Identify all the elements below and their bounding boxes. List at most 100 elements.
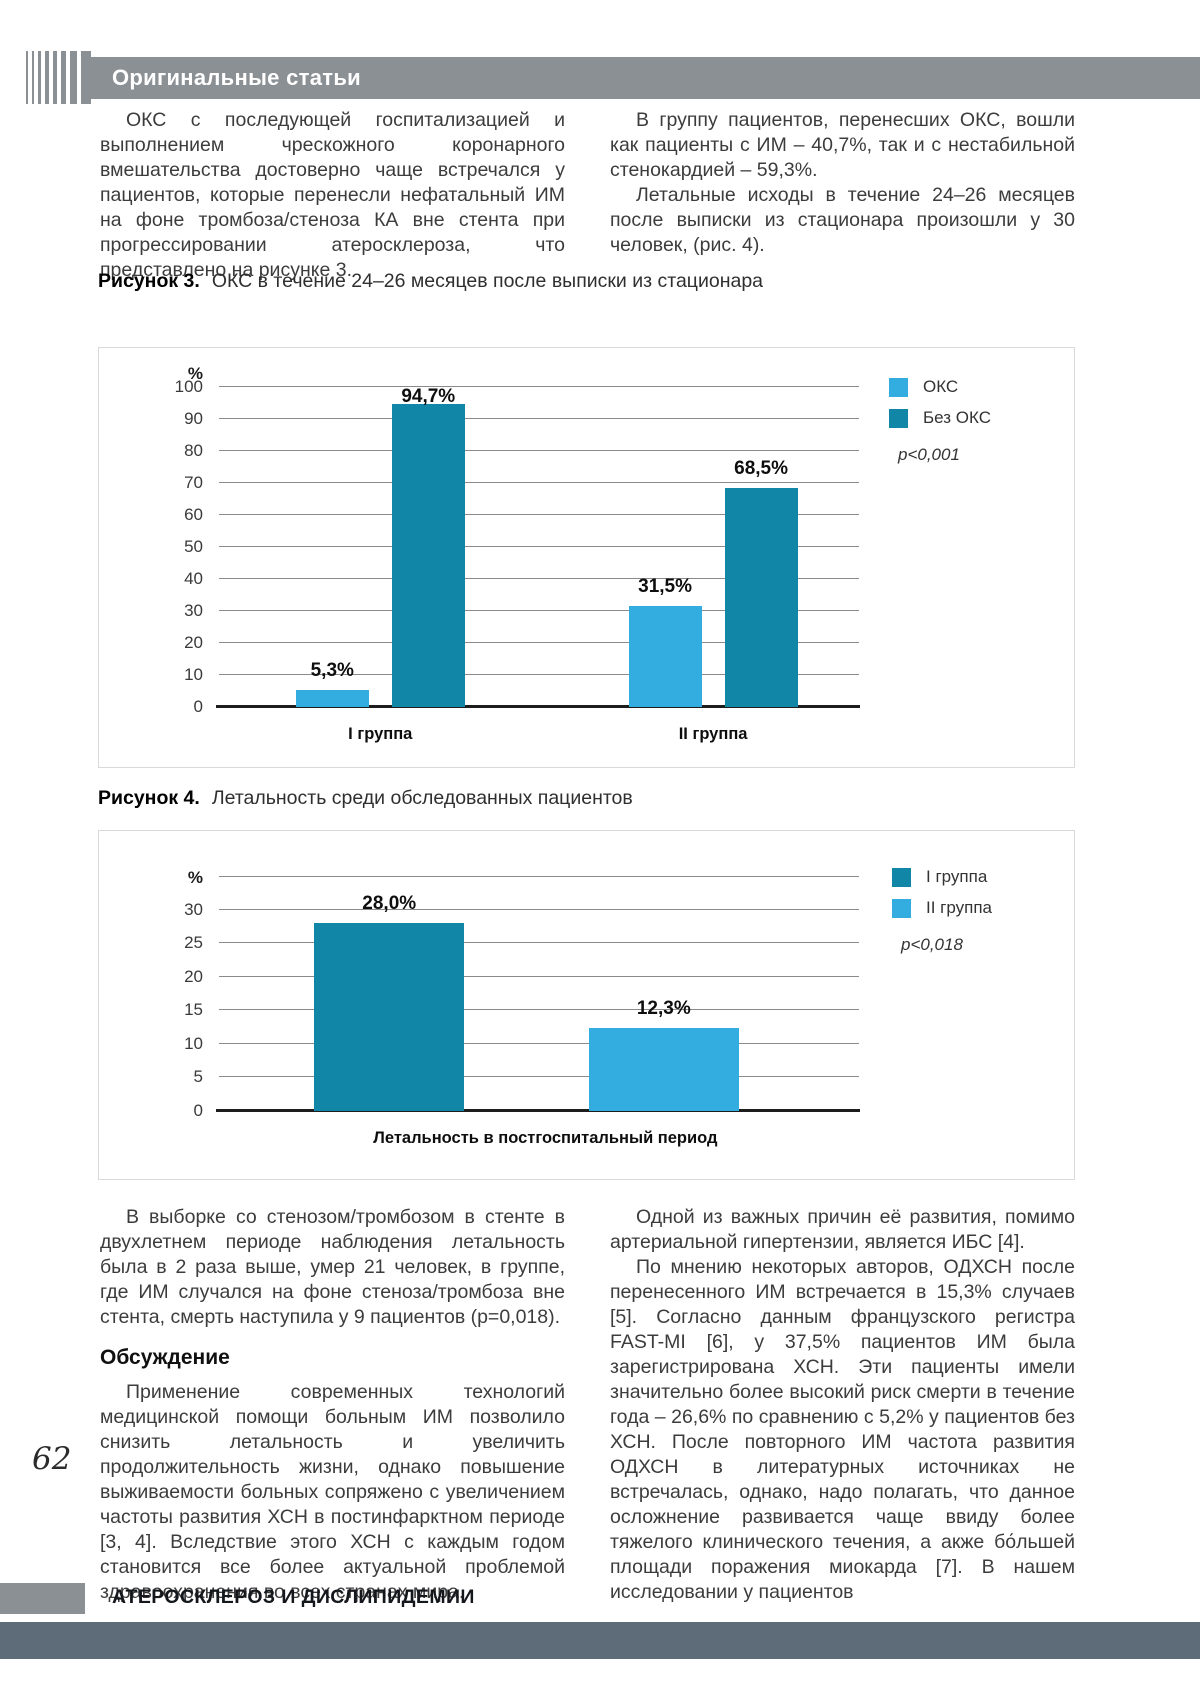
bar-II группа-Летальность в постгоспитальный период xyxy=(588,1028,739,1111)
gridline xyxy=(219,386,859,387)
chart-legend: I группа II группа p<0,018 xyxy=(892,867,992,955)
legend-swatch-ОКС xyxy=(889,377,908,397)
bar-ОКС-II группа xyxy=(628,606,702,707)
paragraph: По мнению некоторых авторов, ОДХСН после… xyxy=(610,1256,1075,1603)
intro-right-column: В группу пациентов, перенесших ОКС, вошл… xyxy=(610,108,1075,283)
y-tick-label: 20 xyxy=(184,633,203,652)
gridline xyxy=(219,642,859,643)
discussion-heading: Обсуждение xyxy=(100,1346,230,1369)
bar-value-label: 28,0% xyxy=(362,893,417,914)
y-axis-unit-label: % xyxy=(187,364,203,383)
gridline xyxy=(219,514,859,515)
body-text-section: В выборке со стенозом/тромбозом в стенте… xyxy=(100,1205,1075,1605)
y-tick-label: 40 xyxy=(184,569,203,588)
gridline xyxy=(219,578,859,579)
gridline xyxy=(219,908,859,910)
y-tick-label: 100 xyxy=(174,377,203,396)
x-category-label: Летальность в постгоспитальный период xyxy=(373,1129,718,1147)
paragraph: Применение современных технологий медици… xyxy=(100,1381,565,1603)
section-header-bar: Оригинальные статьи xyxy=(88,57,1200,99)
footer-band-decoration xyxy=(0,1622,1200,1659)
legend-label: II группа xyxy=(926,898,992,917)
intro-left-column: ОКС с последующей госпитализацией и выпо… xyxy=(100,108,565,283)
gridline xyxy=(219,450,859,451)
chart-legend: ОКС Без ОКС p<0,001 xyxy=(889,377,991,465)
legend-label: Без ОКС xyxy=(923,408,991,427)
y-tick-label: 30 xyxy=(184,899,203,919)
bar-value-label: 12,3% xyxy=(636,998,691,1020)
bar-value-label: 31,5% xyxy=(638,576,693,598)
y-tick-label: 0 xyxy=(193,1101,203,1120)
figure4-caption-text: Летальность среди обследованных пациенто… xyxy=(211,787,633,809)
figure3-caption-text: ОКС в течение 24–26 месяцев после выписк… xyxy=(211,270,764,292)
legend-entry: II группа xyxy=(892,898,992,918)
bar-Без ОКС-I группа xyxy=(391,403,465,707)
paragraph: В выборке со стенозом/тромбозом в стенте… xyxy=(100,1206,565,1328)
figure4-label: Рисунок 4. xyxy=(98,787,200,809)
figure3-label: Рисунок 3. xyxy=(98,270,200,292)
body-left-column: В выборке со стенозом/тромбозом в стенте… xyxy=(100,1205,565,1605)
gridline xyxy=(219,975,859,977)
y-tick-label: 15 xyxy=(184,1000,203,1020)
gridline xyxy=(219,1042,859,1044)
bar-value-label: 68,5% xyxy=(734,457,789,479)
paragraph: ОКС с последующей госпитализацией и выпо… xyxy=(100,109,565,281)
legend-swatch-II группа xyxy=(892,898,911,918)
section-title: Оригинальные статьи xyxy=(112,65,361,90)
legend-label: ОКС xyxy=(923,377,959,396)
paragraph: Летальные исходы в течение 24–26 месяцев… xyxy=(610,184,1075,256)
gridline xyxy=(219,610,859,611)
gridline xyxy=(219,942,859,944)
intro-text-section: ОКС с последующей госпитализацией и выпо… xyxy=(100,108,1075,283)
legend-swatch-Без ОКС xyxy=(889,408,908,428)
y-tick-label: 80 xyxy=(184,441,203,460)
plot-area: 28,0% 12,3% xyxy=(216,876,860,1112)
x-category-label: I группа xyxy=(348,725,413,743)
figure4-caption: Рисунок 4. Летальность среди обследованны… xyxy=(98,787,633,810)
gridline xyxy=(219,482,859,483)
footer-gray-block-decoration xyxy=(0,1583,85,1614)
legend-swatch-I группа xyxy=(892,867,911,887)
x-axis-line xyxy=(216,1109,860,1112)
x-category-label: II группа xyxy=(678,725,748,743)
plot-area: 5,3% 94,7% 31,5% 68,5% xyxy=(216,386,860,708)
y-tick-label: 50 xyxy=(184,537,203,556)
page-number: 62 xyxy=(32,1441,72,1477)
journal-title: АТЕРОСКЛЕРОЗ И ДИСЛИПИДЕМИИ xyxy=(112,1586,475,1608)
legend-entry: I группа xyxy=(892,867,992,887)
paragraph: Одной из важных причин её развития, поми… xyxy=(610,1206,1075,1253)
y-tick-label: 90 xyxy=(184,409,203,428)
bar-Без ОКС-II группа xyxy=(724,487,798,707)
gridline xyxy=(219,1009,859,1011)
y-tick-label: 20 xyxy=(184,966,203,986)
y-tick-label: 10 xyxy=(184,665,203,684)
gridline xyxy=(219,876,859,877)
gridline xyxy=(219,674,859,675)
figure3-bar-chart: 5,3% 94,7% 31,5% 68,5% 0 10 20 30 40 50 60 70 80 90 10… xyxy=(98,347,1075,768)
gridline xyxy=(219,546,859,547)
x-axis-line xyxy=(216,705,860,708)
y-tick-label: 10 xyxy=(184,1033,203,1053)
p-value: p<0,018 xyxy=(901,935,963,954)
gridline xyxy=(219,1076,859,1078)
p-value: p<0,001 xyxy=(898,445,960,464)
legend-label: I группа xyxy=(926,867,988,886)
bar-value-label: 5,3% xyxy=(310,660,354,682)
paragraph: В группу пациентов, перенесших ОКС, вошл… xyxy=(610,109,1075,181)
y-tick-label: 70 xyxy=(184,473,203,492)
y-tick-label: 0 xyxy=(193,697,203,716)
y-axis-unit-label: % xyxy=(187,868,203,887)
bar-value-label: 94,7% xyxy=(401,386,456,407)
legend-entry: ОКС xyxy=(889,377,991,397)
bar-ОКС-I группа xyxy=(295,690,369,707)
figure3-caption: Рисунок 3. ОКС в течение 24–26 месяцев по… xyxy=(98,270,763,293)
bar-I группа-Летальность в постгоспитальный период xyxy=(314,923,465,1111)
y-tick-label: 25 xyxy=(184,933,203,953)
y-tick-label: 30 xyxy=(184,601,203,620)
header-stripes-decoration xyxy=(26,51,91,104)
figure4-bar-chart: 28,0% 12,3% 0 5 10 15 20 25 30% Летальность в пос… xyxy=(98,830,1075,1180)
legend-entry: Без ОКС xyxy=(889,408,991,428)
gridline xyxy=(219,418,859,419)
y-tick-label: 60 xyxy=(184,505,203,524)
